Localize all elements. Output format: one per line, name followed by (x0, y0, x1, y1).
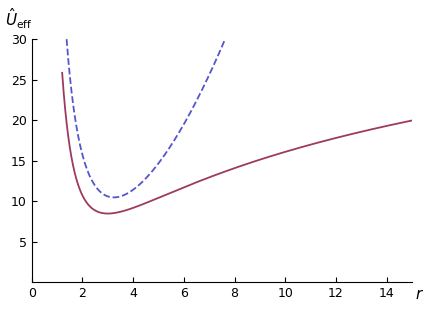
X-axis label: $r$: $r$ (415, 287, 424, 302)
Text: $\hat{U}_{\rm eff}$: $\hat{U}_{\rm eff}$ (5, 7, 33, 32)
